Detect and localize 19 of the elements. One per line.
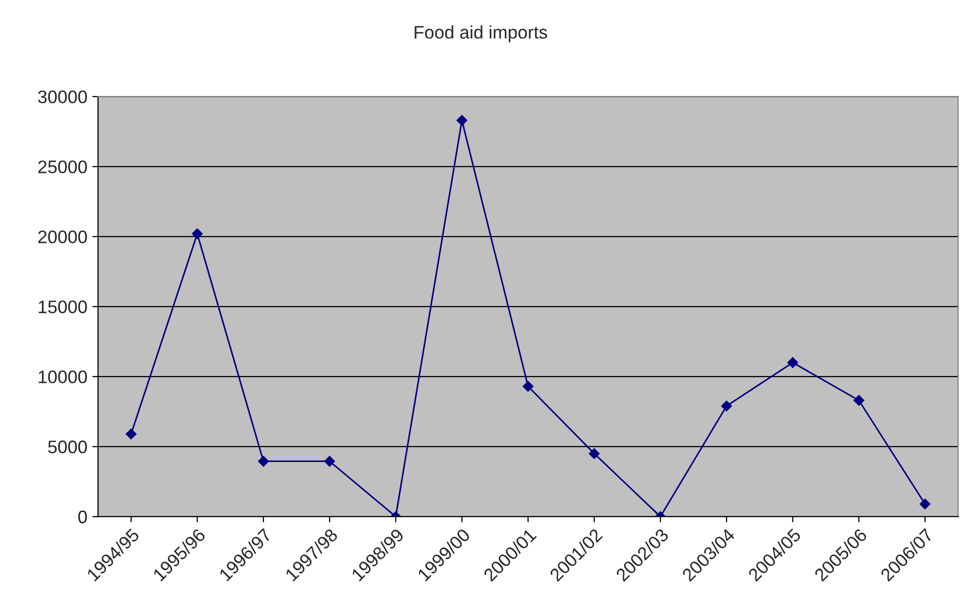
- y-tick-label: 10000: [38, 370, 87, 384]
- point: [192, 228, 203, 240]
- point: [721, 400, 732, 412]
- y-tick-label: 25000: [38, 160, 87, 174]
- point: [853, 394, 864, 406]
- point: [787, 357, 798, 368]
- y-tick-label: 0: [78, 510, 87, 524]
- y-tick-label: 30000: [38, 90, 87, 104]
- point: [324, 456, 336, 467]
- point: [522, 380, 534, 392]
- y-tick-label: 5000: [48, 440, 87, 454]
- point: [126, 428, 137, 440]
- point: [920, 498, 930, 510]
- point: [258, 456, 269, 467]
- point: [456, 114, 468, 126]
- point: [588, 448, 600, 460]
- chart-title: Food aid imports: [414, 25, 548, 42]
- y-tick-label: 15000: [38, 300, 87, 314]
- y-tick-label: 20000: [38, 230, 87, 244]
